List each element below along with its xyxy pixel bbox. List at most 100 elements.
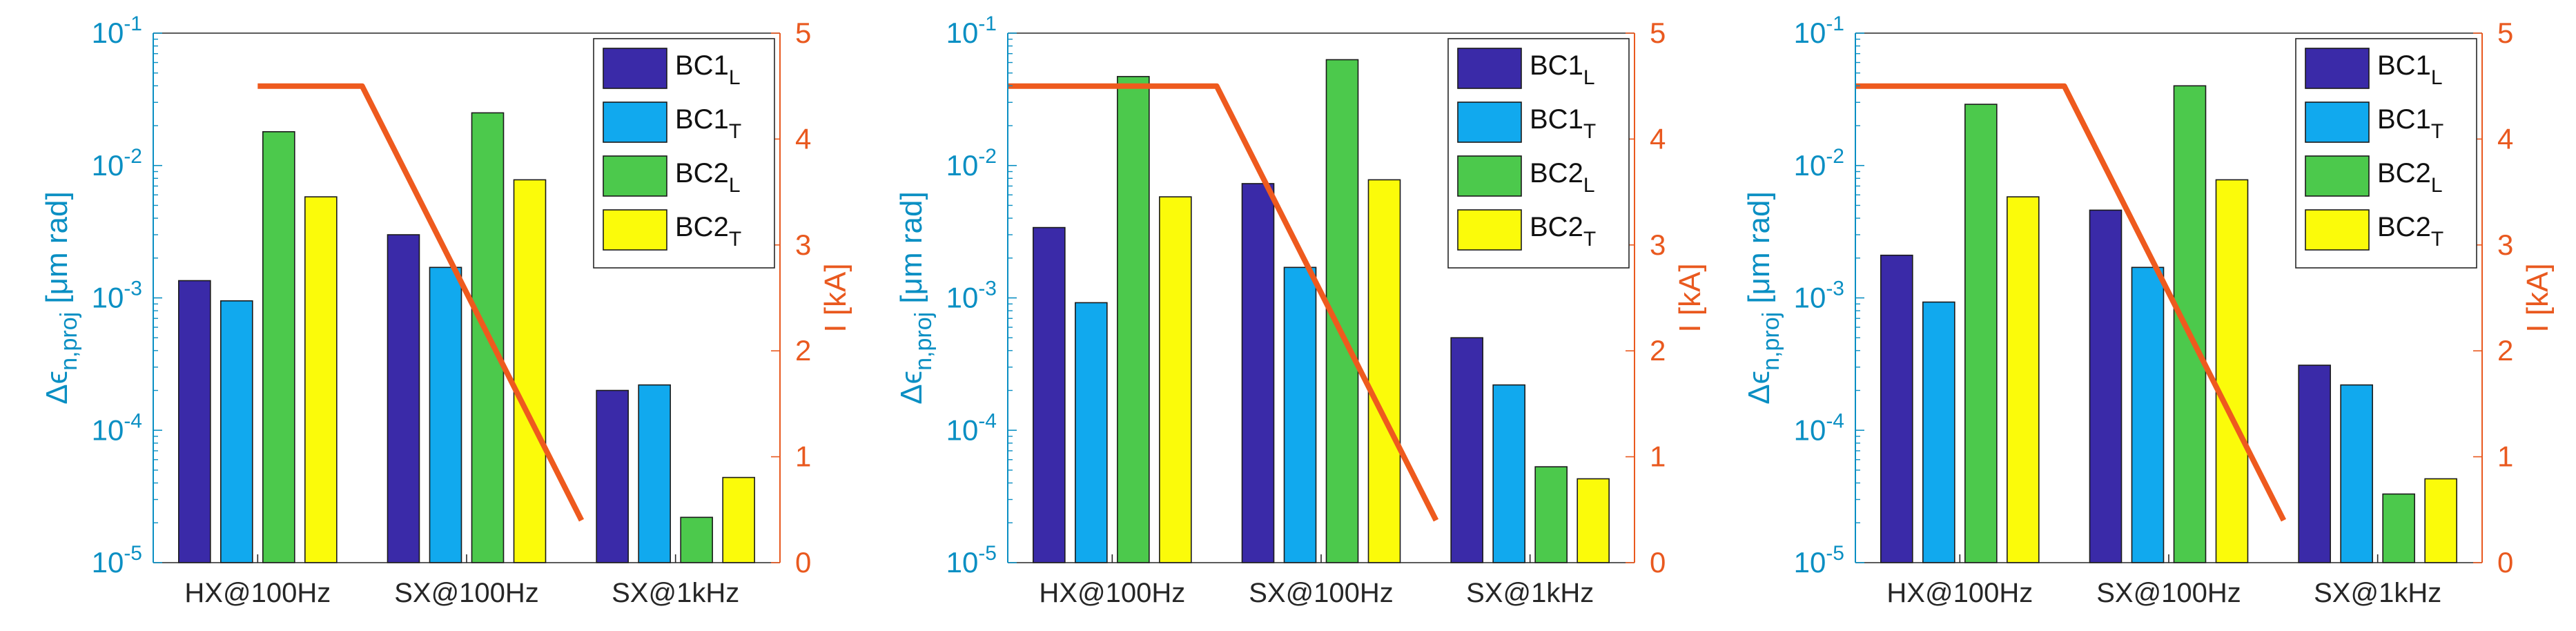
y-axis-label-main: Δϵ: [40, 371, 74, 405]
left-tick-exp: -3: [978, 278, 997, 300]
left-tick-label: 10-2: [946, 145, 997, 182]
legend-entry-name: BC1: [1530, 104, 1583, 135]
bar-bc2t-1: [2007, 196, 2040, 563]
left-tick-label: 10-1: [946, 12, 997, 49]
left-tick-base: 10: [1794, 546, 1826, 579]
left-tick-label: 10-4: [92, 409, 142, 446]
bar-bc1l-2: [2089, 209, 2123, 563]
bar-bc1t-3: [2340, 384, 2373, 563]
right-tick-label: 3: [795, 229, 811, 261]
x-tick-label: HX@100Hz: [1886, 578, 2033, 608]
left-tick-exp: -2: [124, 145, 142, 168]
left-tick-label: 10-3: [92, 278, 142, 314]
current-line: [1008, 83, 1439, 522]
y-axis-label: Δϵn,proj [μm rad]: [895, 191, 937, 404]
legend-swatch: [1457, 209, 1522, 251]
right-tick-label: 3: [2497, 229, 2513, 261]
legend-entry-name: BC1: [2377, 104, 2431, 135]
x-tick-label: SX@100Hz: [2096, 578, 2241, 608]
legend-entry: BC1L: [675, 50, 741, 89]
legend-entry-name: BC2: [2377, 158, 2431, 188]
left-tick-exp: -2: [978, 145, 997, 168]
left-tick-label: 10-1: [92, 12, 142, 49]
right-tick-label: 4: [1650, 122, 1666, 155]
bar-bc1t-1: [1922, 301, 1955, 563]
legend-entry-sub: T: [2431, 228, 2443, 251]
left-tick-label: 10-2: [92, 145, 142, 182]
left-tick-label: 10-2: [1794, 145, 1844, 182]
left-tick-base: 10: [92, 546, 124, 579]
left-tick-base: 10: [92, 17, 124, 49]
y2-axis-label: I [kA]: [1673, 263, 1707, 332]
bar-bc1t-3: [1492, 384, 1525, 563]
left-tick-exp: -5: [1826, 542, 1844, 565]
x-tick-label: SX@1kHz: [612, 578, 739, 608]
x-tick-label: HX@100Hz: [184, 578, 331, 608]
left-tick-base: 10: [92, 149, 124, 182]
y-axis-label: Δϵn,proj [μm rad]: [1742, 191, 1784, 404]
right-tick-label: 5: [2497, 17, 2513, 49]
left-tick-exp: -2: [1826, 145, 1844, 168]
bar-bc1l-1: [178, 280, 211, 563]
legend-entry-name: BC1: [675, 104, 729, 135]
right-tick-label: 0: [795, 546, 811, 579]
legend-swatch: [603, 101, 667, 143]
x-tick-label: HX@100Hz: [1039, 578, 1185, 608]
legend-swatch: [603, 209, 667, 251]
legend-entry-name: BC1: [675, 50, 729, 81]
legend-swatch: [1457, 155, 1522, 197]
left-tick-base: 10: [946, 17, 979, 49]
left-tick-base: 10: [1794, 17, 1826, 49]
bar-bc2l-3: [2382, 493, 2415, 563]
bar-bc1l-3: [1450, 337, 1483, 563]
left-tick-exp: -5: [124, 542, 142, 565]
x-tick-label: SX@100Hz: [1249, 578, 1394, 608]
legend-entry-name: BC2: [675, 212, 729, 242]
right-tick-label: 1: [1650, 440, 1666, 473]
left-tick-label: 10-4: [946, 409, 997, 446]
y-axis-label-main: Δϵ: [895, 371, 928, 405]
bar-bc1t-2: [429, 266, 462, 563]
bar-bc2t-2: [1367, 179, 1401, 563]
bar-bc2t-3: [722, 476, 755, 563]
bar-bc1l-1: [1880, 254, 1913, 563]
left-tick-label: 10-3: [946, 278, 997, 314]
right-tick-label: 2: [1650, 334, 1666, 367]
right-tick-label: 0: [2497, 546, 2513, 579]
y-axis-label-unit: [μm rad]: [40, 191, 74, 312]
bar-bc1l-2: [1241, 183, 1275, 563]
left-tick-exp: -4: [978, 409, 997, 432]
legend-swatch: [2305, 101, 2370, 143]
left-tick-exp: -3: [1826, 278, 1844, 300]
left-tick-exp: -1: [978, 12, 997, 35]
left-tick-label: 10-5: [1794, 542, 1844, 579]
bar-bc2l-1: [1964, 104, 1998, 563]
left-tick-base: 10: [1794, 282, 1826, 314]
legend-entry: BC2L: [2377, 158, 2443, 197]
left-tick-exp: -4: [124, 409, 142, 432]
legend-entry: BC2T: [2377, 212, 2443, 251]
y-axis-label-sub: n,proj: [1758, 312, 1784, 371]
bar-bc1l-2: [387, 234, 420, 563]
bar-bc2t-3: [2424, 478, 2457, 563]
legend-swatch: [2305, 209, 2370, 251]
legend-entry-name: BC2: [1530, 212, 1583, 242]
right-tick-label: 1: [795, 440, 811, 473]
legend-entry-sub: T: [1583, 228, 1596, 251]
left-tick-base: 10: [1794, 414, 1826, 446]
left-tick-label: 10-5: [946, 542, 997, 579]
y2-axis-label: I [kA]: [819, 263, 852, 332]
left-tick-base: 10: [92, 282, 124, 314]
left-tick-base: 10: [946, 414, 979, 446]
left-tick-exp: -1: [1826, 12, 1844, 35]
legend-entry-sub: T: [729, 120, 741, 143]
bar-bc2t-3: [1577, 478, 1610, 563]
bar-bc1l-3: [2298, 365, 2331, 563]
bar-bc2t-2: [513, 179, 547, 563]
bar-bc1l-1: [1033, 226, 1066, 563]
left-tick-label: 10-1: [1794, 12, 1844, 49]
legend-entry: BC2T: [1530, 212, 1596, 251]
legend-entry: BC2T: [675, 212, 741, 251]
